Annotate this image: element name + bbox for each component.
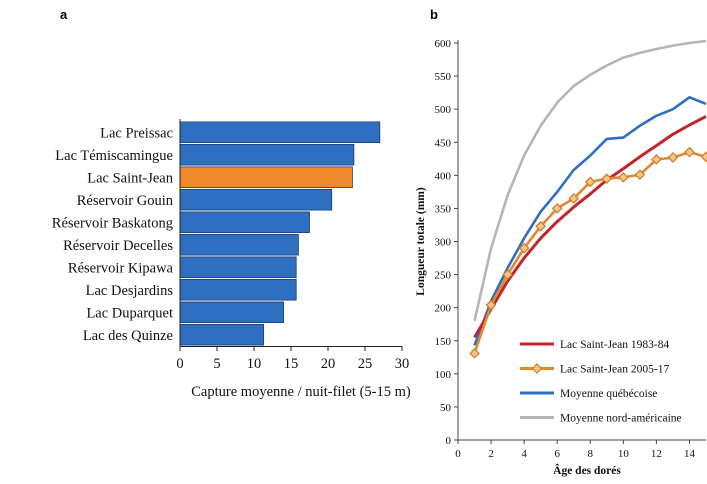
y-tick-label-550: 550 (435, 71, 452, 83)
x-tick-label-5: 5 (213, 356, 220, 372)
bar-lac-desjardins (180, 279, 296, 300)
y-tick-label-450: 450 (435, 137, 452, 149)
category-label-reservoir-gouin: Réservoir Gouin (77, 193, 174, 209)
bar-reservoir-kipawa (180, 257, 296, 278)
y-tick-label-500: 500 (435, 104, 452, 116)
category-label-lac-saint-jean: Lac Saint-Jean (87, 170, 174, 186)
x-tick-label-30: 30 (395, 356, 410, 372)
bar-reservoir-gouin (180, 189, 332, 210)
y-tick-label-200: 200 (435, 303, 452, 315)
x-tick-label-4: 4 (521, 448, 527, 460)
bar-reservoir-decelles (180, 234, 298, 255)
category-label-lac-desjardins: Lac Desjardins (86, 283, 174, 299)
legend-label-lac-saint-jean-1983-84: Lac Saint-Jean 1983-84 (560, 339, 669, 351)
data-point-lac-saint-jean-2005-17-10 (619, 173, 628, 182)
y-axis-title: Longueur totale (mm) (415, 187, 427, 296)
y-tick-label-350: 350 (435, 203, 452, 215)
x-tick-label-0: 0 (455, 448, 461, 460)
x-tick-label-15: 15 (284, 356, 299, 372)
bar-lac-des-quinze (180, 324, 264, 345)
bar-lac-saint-jean (180, 167, 352, 188)
x-tick-label-14: 14 (684, 448, 696, 460)
series-line-lac-saint-jean-1983-84 (475, 116, 707, 337)
x-tick-label-20: 20 (321, 356, 336, 372)
bar-lac-preissac (180, 122, 380, 143)
x-tick-label-10: 10 (618, 448, 630, 460)
data-point-lac-saint-jean-2005-17-14 (685, 148, 694, 157)
y-tick-label-300: 300 (435, 237, 452, 249)
category-label-lac-preissac: Lac Preissac (100, 125, 173, 141)
y-tick-label-400: 400 (435, 170, 452, 182)
category-label-lac-duparquet: Lac Duparquet (86, 305, 173, 321)
y-tick-label-600: 600 (435, 38, 452, 50)
x-tick-label-10: 10 (247, 356, 262, 372)
x-tick-label-0: 0 (176, 356, 183, 372)
bar-lac-duparquet (180, 302, 284, 323)
legend-label-moyenne-quebecoise: Moyenne québécoise (560, 388, 657, 400)
legend-label-lac-saint-jean-2005-17: Lac Saint-Jean 2005-17 (560, 364, 669, 376)
x-tick-label-25: 25 (358, 356, 373, 372)
panel-b-line-chart: 0 50 100 150 200 250 300 350 400 450 500 550 600 0 2 4 6… (415, 38, 707, 477)
panel-a-bar-chart: Lac Preissac Lac Témiscamingue Lac Saint-J… (52, 119, 411, 400)
data-point-lac-saint-jean-2005-17-1 (470, 349, 479, 358)
y-tick-label-100: 100 (435, 369, 452, 381)
category-label-lac-des-quinze: Lac des Quinze (83, 328, 173, 344)
bar-lac-temiscamingue (180, 144, 354, 165)
x-axis-title: Capture moyenne / nuit-filet (5-15 m) (191, 384, 411, 400)
x-tick-label-2: 2 (488, 448, 494, 460)
x-tick-label-8: 8 (588, 448, 594, 460)
bar-reservoir-baskatong (180, 212, 310, 233)
y-tick-label-50: 50 (440, 402, 452, 414)
legend-label-moyenne-nord-americaine: Moyenne nord-américaine (560, 413, 682, 425)
x-axis-title: Âge des dorés (553, 463, 621, 477)
data-point-lac-saint-jean-2005-17-15 (702, 152, 707, 161)
category-label-lac-temiscamingue: Lac Témiscamingue (55, 148, 173, 164)
x-tick-label-6: 6 (554, 448, 560, 460)
category-label-reservoir-baskatong: Réservoir Baskatong (52, 215, 173, 231)
y-tick-label-0: 0 (446, 435, 452, 447)
category-label-reservoir-kipawa: Réservoir Kipawa (68, 260, 174, 276)
y-tick-label-250: 250 (435, 270, 452, 282)
data-point-lac-saint-jean-2005-17-13 (668, 153, 677, 162)
x-tick-label-12: 12 (651, 448, 662, 460)
panel-b-letter: b (430, 7, 438, 22)
panel-a-letter: a (60, 7, 68, 22)
y-tick-label-150: 150 (435, 336, 452, 348)
category-label-reservoir-decelles: Réservoir Decelles (63, 238, 173, 254)
